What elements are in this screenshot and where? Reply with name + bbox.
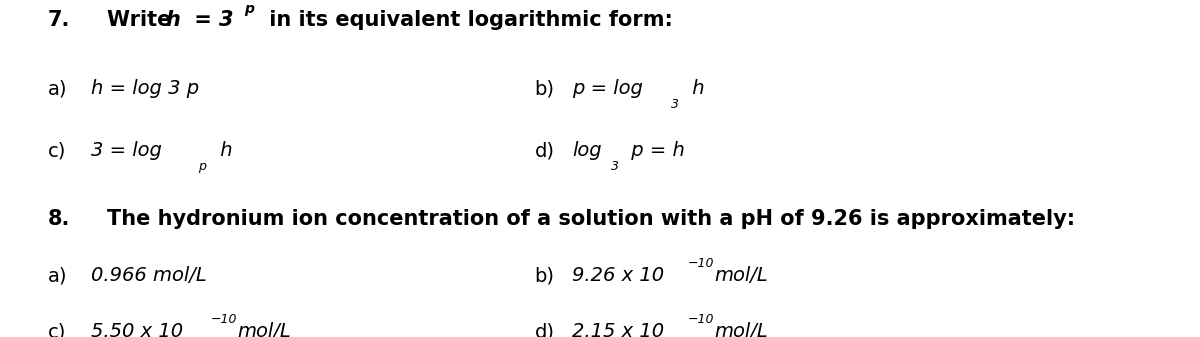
Text: −10: −10 <box>688 257 714 270</box>
Text: 9.26 x 10: 9.26 x 10 <box>572 266 664 285</box>
Text: p = log: p = log <box>572 79 643 98</box>
Text: p = h: p = h <box>625 142 685 160</box>
Text: b): b) <box>534 266 554 285</box>
Text: 0.966 mol/L: 0.966 mol/L <box>91 266 206 285</box>
Text: c): c) <box>48 322 66 337</box>
Text: p: p <box>198 160 205 174</box>
Text: in its equivalent logarithmic form:: in its equivalent logarithmic form: <box>262 9 673 30</box>
Text: 8.: 8. <box>48 209 71 229</box>
Text: 5.50 x 10: 5.50 x 10 <box>91 322 182 337</box>
Text: d): d) <box>534 142 554 160</box>
Text: −10: −10 <box>210 313 238 326</box>
Text: h: h <box>214 142 233 160</box>
Text: b): b) <box>534 79 554 98</box>
Text: The hydronium ion concentration of a solution with a pH of 9.26 is approximately: The hydronium ion concentration of a sol… <box>107 209 1075 229</box>
Text: log: log <box>572 142 601 160</box>
Text: a): a) <box>48 266 67 285</box>
Text: mol/L: mol/L <box>238 322 292 337</box>
Text: 7.: 7. <box>48 9 71 30</box>
Text: Write: Write <box>107 9 179 30</box>
Text: 3: 3 <box>611 160 619 174</box>
Text: 3 = log: 3 = log <box>91 142 162 160</box>
Text: h: h <box>166 9 180 30</box>
Text: c): c) <box>48 142 66 160</box>
Text: =: = <box>187 9 220 30</box>
Text: mol/L: mol/L <box>714 266 768 285</box>
Text: −10: −10 <box>688 313 714 326</box>
Text: 3: 3 <box>671 98 679 111</box>
Text: mol/L: mol/L <box>714 322 768 337</box>
Text: h: h <box>686 79 704 98</box>
Text: 2.15 x 10: 2.15 x 10 <box>572 322 664 337</box>
Text: a): a) <box>48 79 67 98</box>
Text: d): d) <box>534 322 554 337</box>
Text: 3: 3 <box>220 9 234 30</box>
Text: p: p <box>244 2 253 16</box>
Text: h = log 3 p: h = log 3 p <box>91 79 199 98</box>
